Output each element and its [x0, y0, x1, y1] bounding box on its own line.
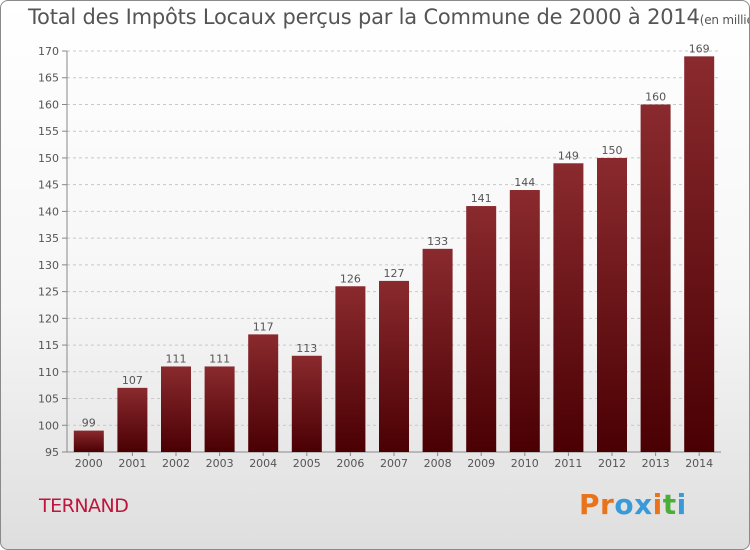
y-tick-label: 170 [38, 45, 59, 58]
bar-2002 [161, 366, 191, 452]
data-label-2005: 113 [296, 342, 317, 355]
bar-2006 [335, 286, 366, 452]
data-label-2013: 160 [645, 90, 666, 103]
data-label-2011: 149 [558, 149, 579, 162]
y-tick-label: 135 [38, 232, 59, 245]
bar-2004 [248, 334, 279, 452]
data-label-2000: 99 [82, 417, 96, 430]
x-tick-label-2013: 2013 [642, 457, 670, 470]
bar-2010 [509, 190, 540, 452]
bar-2011 [553, 163, 584, 452]
y-tick-label: 140 [38, 205, 59, 218]
data-label-2008: 133 [427, 235, 448, 248]
proxiti-logo[interactable]: Proxiti [579, 488, 687, 521]
data-label-2010: 144 [514, 176, 535, 189]
bar-2000 [73, 430, 104, 452]
data-label-2006: 126 [340, 272, 361, 285]
bar-2009 [466, 206, 497, 452]
logo-letter: P [579, 488, 601, 521]
y-tick-label: 155 [38, 125, 59, 138]
bar-2014 [684, 56, 715, 452]
bar-2005 [291, 355, 322, 452]
logo-letter: o [614, 488, 635, 521]
bar-2008 [422, 248, 453, 452]
chart-title: Total des Impôts Locaux perçus par la Co… [28, 5, 749, 29]
logo-letter: i [676, 488, 687, 521]
data-label-2003: 111 [209, 352, 230, 365]
x-tick-label-2001: 2001 [118, 457, 146, 470]
data-label-2007: 127 [384, 267, 405, 280]
x-tick-label-2011: 2011 [554, 457, 582, 470]
y-tick-label: 120 [38, 312, 59, 325]
x-tick-label-2002: 2002 [162, 457, 190, 470]
y-tick-label: 160 [38, 98, 59, 111]
logo-letter: r [600, 488, 615, 521]
data-label-2014: 169 [689, 42, 710, 55]
bar-2012 [597, 157, 627, 452]
logo-letter: t [662, 488, 677, 521]
y-tick-label: 115 [38, 339, 59, 352]
x-tick-label-2007: 2007 [380, 457, 408, 470]
y-tick-label: 125 [38, 286, 59, 299]
x-tick-label-2009: 2009 [467, 457, 495, 470]
x-tick-label-2000: 2000 [75, 457, 103, 470]
x-tick-label-2005: 2005 [293, 457, 321, 470]
logo-letter: i [652, 488, 663, 521]
y-tick-label: 130 [38, 259, 59, 272]
y-tick-label: 100 [38, 419, 59, 432]
x-tick-label-2006: 2006 [336, 457, 364, 470]
y-tick-label: 145 [38, 179, 59, 192]
x-tick-label-2010: 2010 [511, 457, 539, 470]
data-label-2009: 141 [471, 192, 492, 205]
data-label-2012: 150 [602, 144, 623, 157]
x-tick-label-2012: 2012 [598, 457, 626, 470]
data-label-2001: 107 [122, 374, 143, 387]
commune-name: TERNAND [39, 495, 129, 517]
data-label-2002: 111 [166, 352, 187, 365]
y-tick-label: 110 [38, 366, 59, 379]
bar-2001 [117, 387, 148, 452]
y-tick-label: 95 [45, 446, 59, 459]
bar-2003 [204, 366, 235, 452]
chart-subtitle: (en milliers d'€) [699, 13, 749, 27]
y-tick-label: 105 [38, 393, 59, 406]
x-tick-label-2003: 2003 [206, 457, 234, 470]
x-tick-label-2014: 2014 [685, 457, 713, 470]
logo-letter: x [634, 488, 653, 521]
bar-2007 [379, 280, 409, 452]
x-tick-label-2008: 2008 [424, 457, 452, 470]
y-tick-label: 165 [38, 72, 59, 85]
y-tick-label: 150 [38, 152, 59, 165]
x-tick-label-2004: 2004 [249, 457, 277, 470]
bar-2013 [640, 104, 671, 452]
data-label-2004: 117 [253, 320, 274, 333]
